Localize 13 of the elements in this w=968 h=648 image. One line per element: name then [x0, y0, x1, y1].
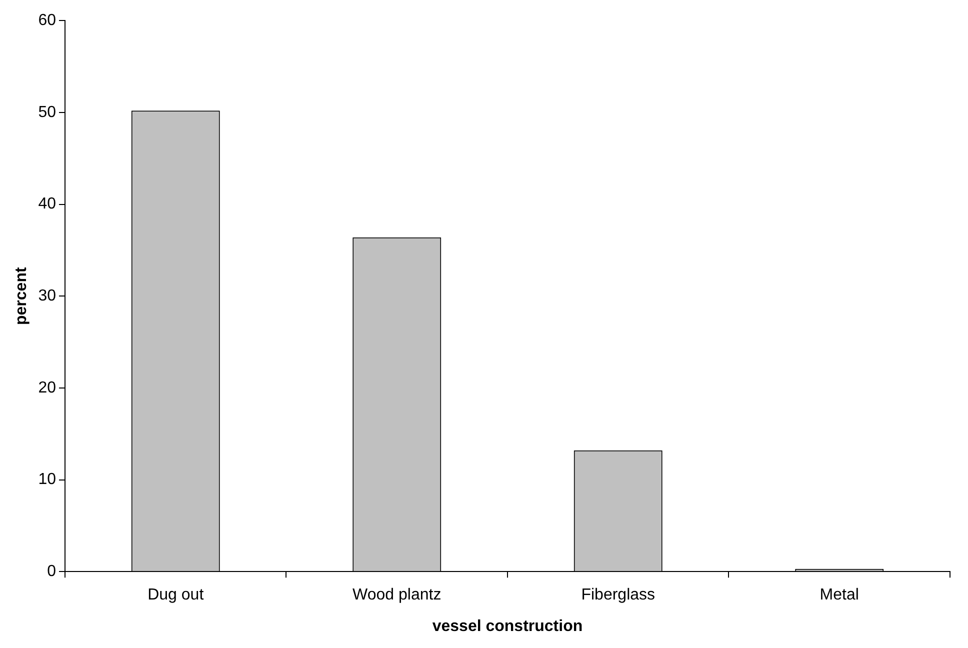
- x-axis-title: vessel construction: [432, 618, 583, 635]
- x-tick-label: Dug out: [148, 586, 204, 604]
- y-tick-label: 10: [38, 471, 56, 488]
- y-tick-label: 20: [38, 379, 56, 396]
- x-tick-label: Wood plantz: [352, 586, 442, 604]
- y-tick-label: 40: [38, 196, 56, 213]
- y-tick-label: 50: [38, 104, 56, 121]
- y-tick-label: 0: [47, 563, 56, 580]
- y-tick-label: 60: [38, 12, 56, 30]
- x-tick-label: Metal: [820, 586, 859, 604]
- x-tick-label: Fiberglass: [581, 586, 656, 604]
- y-axis-title: percent: [13, 266, 30, 325]
- y-tick-label: 30: [38, 288, 56, 305]
